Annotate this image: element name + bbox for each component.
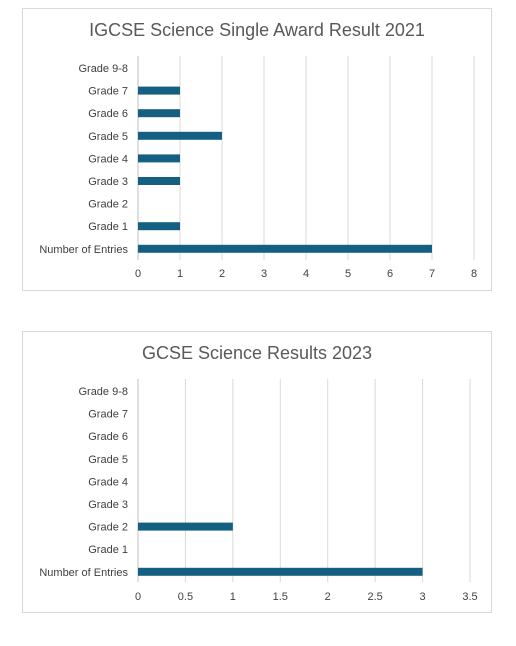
bar [138,522,233,531]
bar [138,154,180,163]
gridlines [137,379,471,582]
x-tick-label: 2 [219,268,225,280]
bars [138,86,432,253]
category-label: Grade 4 [88,476,128,488]
category-labels: Grade 9-8 Grade 7 Grade 6 Grade 5 Grade 4 Gra… [39,63,128,256]
category-labels: Grade 9-8 Grade 7 Grade 6 Grade 5 Grade 4 Gra… [39,386,128,579]
gridlines [137,56,475,260]
x-tick-label: 1 [177,268,183,280]
category-label: Grade 7 [88,86,128,98]
bars [138,522,423,576]
x-tick-label: 0 [135,591,141,603]
chart-title: GCSE Science Results 2023 [142,343,372,363]
bar [138,567,423,576]
category-label: Grade 9-8 [78,386,128,398]
x-tick-label: 3.5 [462,591,477,603]
category-label: Number of Entries [39,567,128,579]
x-tick-label: 2 [325,591,331,603]
x-tick-label: 3 [261,268,267,280]
tick-labels: 0 1 2 3 4 5 6 7 8 [135,268,477,280]
category-label: Grade 1 [88,221,128,233]
chart-title: IGCSE Science Single Award Result 2021 [89,20,425,40]
chart-1-svg: IGCSE Science Single Award Result 2021 G… [39,20,477,280]
bar [138,131,222,140]
chart-2: GCSE Science Results 2023 Grade 9-8 Grade… [22,331,492,613]
x-tick-label: 0.5 [178,591,193,603]
x-tick-label: 2.5 [367,591,382,603]
category-label: Grade 5 [88,454,128,466]
category-label: Grade 2 [88,199,128,211]
category-label: Grade 3 [88,176,128,188]
x-tick-label: 7 [429,268,435,280]
category-label: Grade 7 [88,409,128,421]
category-label: Grade 6 [88,431,128,443]
x-tick-label: 3 [420,591,426,603]
bar [138,86,180,95]
x-tick-label: 5 [345,268,351,280]
x-tick-label: 8 [471,268,477,280]
category-label: Grade 5 [88,131,128,143]
category-label: Grade 4 [88,153,128,165]
tick-labels: 0 0.5 1 1.5 2 2.5 3 3.5 [135,591,478,603]
x-tick-label: 0 [135,268,141,280]
x-tick-label: 1 [230,591,236,603]
x-tick-label: 6 [387,268,393,280]
chart-2-svg: GCSE Science Results 2023 Grade 9-8Grade… [39,343,478,603]
chart-1: IGCSE Science Single Award Result 2021 G… [22,8,492,291]
x-tick-label: 4 [303,268,309,280]
category-label: Grade 1 [88,544,128,556]
bar [138,222,180,231]
bar [138,244,432,253]
category-label: Number of Entries [39,244,128,256]
category-label: Grade 9-8 [78,63,128,75]
category-label: Grade 3 [88,499,128,511]
category-label: Grade 2 [88,522,128,534]
bar [138,109,180,118]
category-label: Grade 6 [88,108,128,120]
bar [138,177,180,185]
x-tick-label: 1.5 [273,591,288,603]
